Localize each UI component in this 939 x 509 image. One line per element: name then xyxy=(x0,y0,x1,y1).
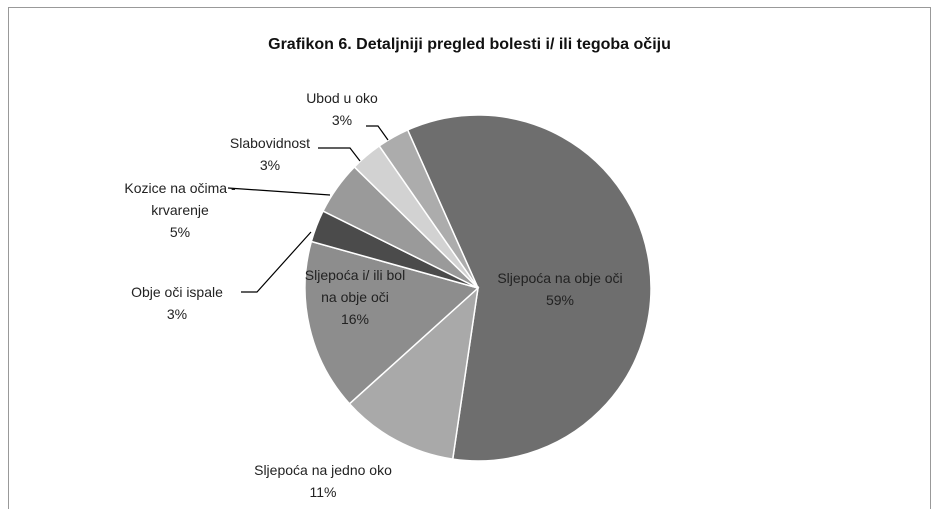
slice-value: 3% xyxy=(331,112,353,128)
chart-title: Grafikon 6. Detaljniji pregled bolesti i… xyxy=(268,36,671,53)
slice-name: Obje oči ispale xyxy=(131,284,223,300)
slice-name: Ubod u oko xyxy=(306,90,378,106)
slice-value: 11% xyxy=(309,484,337,500)
leader-lines xyxy=(227,125,389,293)
pie-slice xyxy=(348,286,480,460)
slice-value: 59% xyxy=(545,292,575,308)
slice-label: Obje oči ispale 3% xyxy=(107,281,247,325)
slice-label: Ubod u oko 3% xyxy=(282,87,402,131)
slice-name: Sljepoća na jedno oko xyxy=(254,462,392,478)
slice-value: 16% xyxy=(340,311,370,327)
slice-name: Sljepoća i/ ili bol na obje oči xyxy=(304,267,406,305)
slice-label: Kozice na očima - krvarenje 5% xyxy=(105,177,255,243)
pie-slice xyxy=(304,240,480,405)
frame xyxy=(8,7,931,509)
slice-name: Slabovidnost xyxy=(229,135,311,151)
slice-label: Sljepoća i/ ili bol na obje oči 16% xyxy=(300,264,410,330)
slice-label: Slabovidnost 3% xyxy=(200,132,340,176)
slice-label: Sljepoća na obje oči 59% xyxy=(480,267,640,311)
slice-value: 3% xyxy=(259,157,281,173)
slice-value: 5% xyxy=(169,224,191,240)
slice-value: 3% xyxy=(166,306,188,322)
slice-name: Sljepoća na obje oči xyxy=(497,270,623,286)
slice-name: Kozice na očima - krvarenje xyxy=(124,180,236,218)
pie-slice xyxy=(378,128,479,289)
slice-label: Sljepoća na jedno oko 11% xyxy=(213,459,433,503)
pie-slice xyxy=(406,114,652,462)
